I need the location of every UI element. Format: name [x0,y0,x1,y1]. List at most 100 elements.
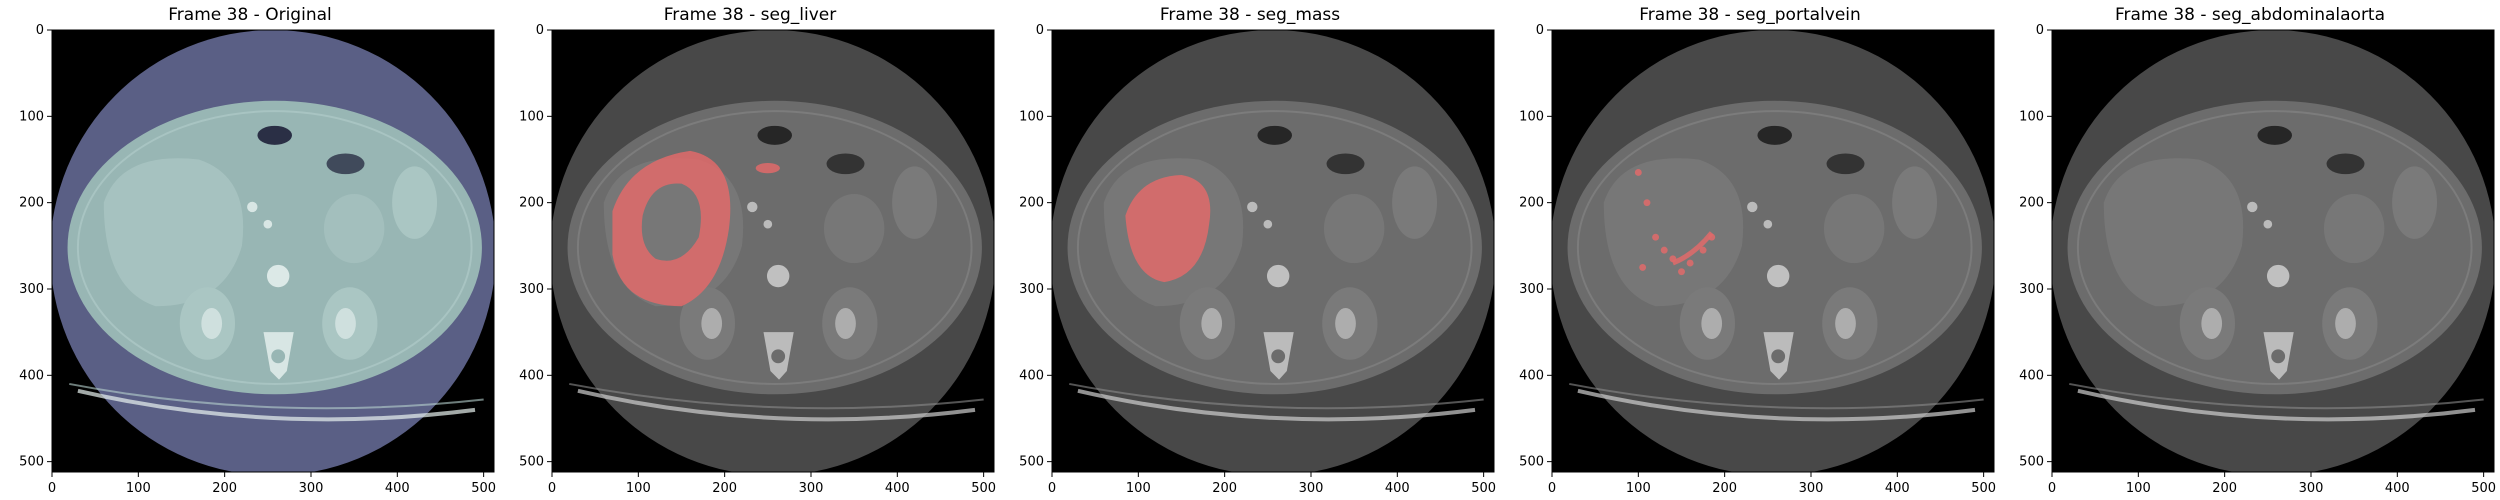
spleen [1392,166,1438,239]
x-tick: 400 [2385,472,2410,496]
y-tick: 400 [19,368,52,383]
ct-image [552,30,994,472]
x-tick: 200 [2212,472,2237,496]
vessel [2247,201,2258,213]
y-tick-label: 400 [1019,368,1044,383]
bowel [2323,194,2385,264]
x-tick-label: 100 [1126,481,1151,496]
ct-axes: 0 100 200 300 400 500 0 100 200 300 400 500 [1519,23,1996,496]
y-tick-label: 500 [1519,455,1544,470]
y-tick-label: 500 [519,455,544,470]
skin-line [1076,110,1473,385]
gas-pocket [326,153,365,175]
x-tick-label: 200 [712,481,737,496]
y-tick-label: 300 [519,282,544,297]
x-tick-label: 300 [1299,481,1324,496]
liver-region [2103,158,2244,307]
y-tick-label: 400 [519,368,544,383]
liver-region [103,158,244,307]
spleen [1892,166,1938,239]
y-tick: 0 [536,23,552,38]
gas-pocket [1826,153,1865,175]
y-tick-label: 100 [2019,109,2044,124]
vessel [1747,201,1758,213]
panel-seg-liver: Frame 38 - seg_liver 0 100 200 300 400 500 0 10… [500,0,1000,500]
bowel [823,194,885,264]
y-tick: 400 [1019,368,1052,383]
y-tick-label: 400 [1519,368,1544,383]
y-tick: 200 [1519,196,1552,211]
x-tick: 500 [1971,472,1996,496]
y-tick-label: 100 [1519,109,1544,124]
x-tick-label: 100 [2126,481,2151,496]
kidney-pelvis [2335,307,2356,340]
x-tick: 0 [48,472,56,496]
kidney-pelvis [1701,307,1723,340]
portalvein-mask [1643,199,1651,207]
bowel [1323,194,1385,264]
table-line [1069,382,1484,410]
y-tick: 500 [2019,455,2052,470]
x-tick-label: 500 [1971,481,1996,496]
table-line [569,382,984,410]
kidney-pelvis [335,307,356,340]
spinal-canal [1271,349,1286,364]
y-tick-label: 200 [1019,196,1044,211]
vessel [263,219,273,229]
y-tick-label: 300 [2019,282,2044,297]
y-tick: 100 [1519,109,1552,124]
x-tick-label: 100 [1626,481,1651,496]
x-tick: 300 [299,472,324,496]
bowel [1823,194,1885,264]
gas-pocket [2326,153,2365,175]
portalvein-mask [1634,168,1642,176]
x-tick-label: 400 [2385,481,2410,496]
x-tick: 400 [1385,472,1410,496]
liver-mask [612,150,731,307]
x-tick-label: 100 [626,481,651,496]
y-tick: 100 [1019,109,1052,124]
ct-axes: 0 100 200 300 400 500 0 100 200 300 400 500 [519,23,996,496]
y-tick: 0 [1536,23,1552,38]
table-line [577,388,976,422]
y-tick-label: 0 [536,23,544,38]
x-tick: 0 [2048,472,2056,496]
panel-title: Frame 38 - Original [168,5,332,25]
ct-image [52,30,494,472]
table-line [77,388,476,422]
spinal-canal [2271,349,2286,364]
y-tick: 100 [519,109,552,124]
x-tick-label: 0 [1548,481,1556,496]
liver-region [1603,158,1744,307]
y-tick: 100 [2019,109,2052,124]
x-tick-label: 300 [299,481,324,496]
skin-line [2076,110,2473,385]
y-tick-label: 300 [19,282,44,297]
x-tick-label: 400 [1885,481,1910,496]
x-tick: 100 [126,472,151,496]
ct-axes: 0 100 200 300 400 500 0 100 200 300 400 500 [2019,23,2496,496]
vessel [2263,219,2273,229]
x-tick: 300 [1299,472,1324,496]
kidney-pelvis [201,307,223,340]
y-tick-label: 500 [2019,455,2044,470]
x-tick: 0 [1048,472,1056,496]
x-tick-label: 400 [885,481,910,496]
y-tick: 300 [1519,282,1552,297]
table-line [1569,382,1984,410]
y-tick-label: 200 [19,196,44,211]
kidney-pelvis [2201,307,2223,340]
panel-seg-abdominalaorta: Frame 38 - seg_abdominalaorta 0 100 200 300… [2000,0,2500,500]
y-tick: 300 [2019,282,2052,297]
table-line [1577,388,1976,422]
x-tick-label: 500 [971,481,996,496]
spleen [892,166,938,239]
x-tick: 500 [1471,472,1496,496]
y-tick-label: 0 [1036,23,1044,38]
spleen [2392,166,2438,239]
x-tick-label: 500 [1471,481,1496,496]
y-tick: 0 [1036,23,1052,38]
table-line [2077,388,2476,422]
kidney-pelvis [1201,307,1223,340]
y-tick-label: 400 [2019,368,2044,383]
